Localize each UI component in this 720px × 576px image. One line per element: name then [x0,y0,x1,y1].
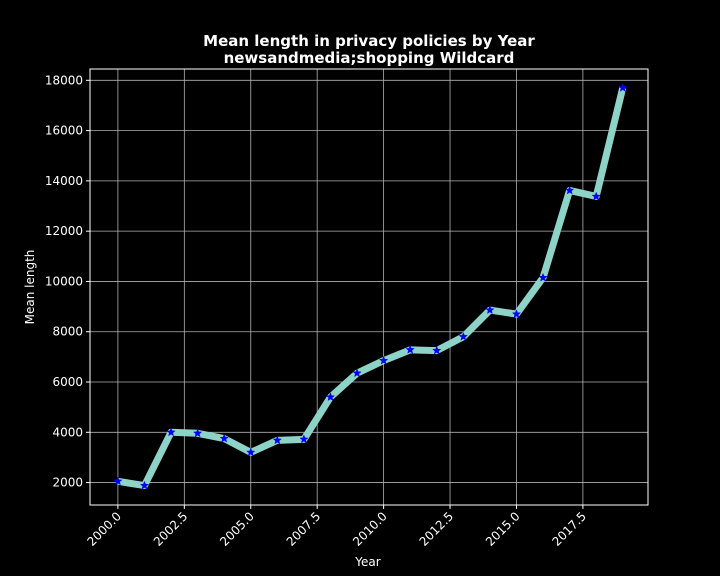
series-line [117,87,627,490]
data-point [272,435,282,445]
data-point [618,82,628,92]
y-tick-label: 14000 [45,174,83,188]
chart-subtitle: newsandmedia;shopping Wildcard [224,49,515,67]
series [113,82,628,490]
x-tick-label: 2012.5 [417,509,457,549]
y-axis-label: Mean length [23,250,37,325]
y-tick-label: 16000 [45,124,83,138]
data-point [192,428,203,438]
y-tick-label: 2000 [52,476,83,490]
data-point [511,309,522,319]
data-point [166,427,176,437]
data-point [485,305,495,315]
data-point [378,355,389,365]
x-tick-label: 2007.5 [284,509,324,549]
data-point [113,476,123,486]
y-tick-label: 6000 [52,375,83,389]
x-tick-label: 2017.5 [549,509,589,549]
y-tick-label: 12000 [45,224,83,238]
x-tick-label: 2000.0 [84,509,124,549]
data-point [538,272,548,282]
data-point [432,345,442,355]
x-tick-label: 2015.0 [483,509,523,549]
y-tick-label: 18000 [45,73,83,87]
x-tick-label: 2010.0 [350,509,390,549]
data-point [458,331,468,341]
data-point [246,447,256,457]
chart-title: Mean length in privacy policies by Year [203,32,535,50]
y-tick-label: 8000 [52,325,83,339]
plot-frame [89,68,649,506]
data-point [139,480,150,490]
x-axis-label: Year [354,555,380,569]
data-point [352,368,362,378]
y-tick-label: 10000 [45,274,83,288]
data-point [219,433,229,443]
data-point [325,392,336,402]
data-point [299,434,309,444]
data-point [405,344,415,354]
grid [90,69,648,505]
x-tick-label: 2002.5 [151,509,191,549]
data-point [564,185,575,195]
y-tick-label: 4000 [52,425,83,439]
axes: 2000.0 2002.5 2005.0 2007.5 2010.0 2012.5 2015… [45,68,649,549]
data-point [591,191,601,201]
x-tick-label: 2005.0 [217,509,257,549]
